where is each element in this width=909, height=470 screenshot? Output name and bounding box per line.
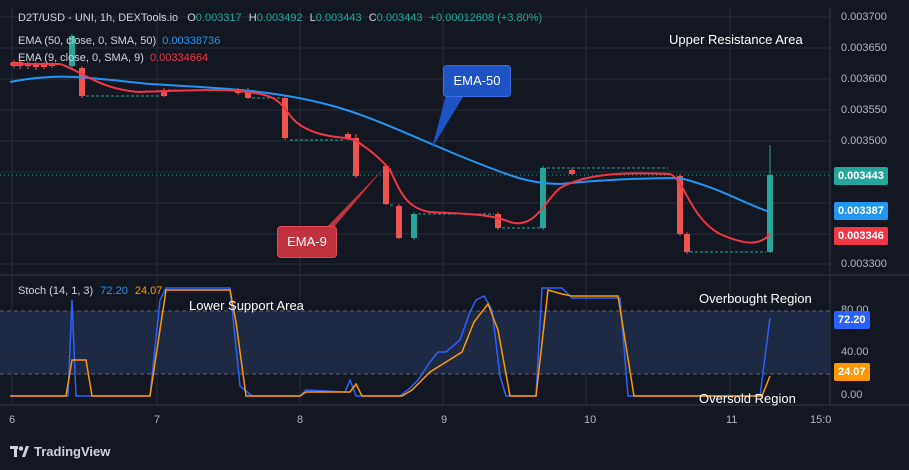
stoch-k-line	[10, 287, 771, 397]
open-value: 0.003317	[195, 12, 242, 24]
price-axis-label: 0.003500	[841, 135, 887, 147]
candle-body	[79, 68, 85, 96]
price-axis-label: 0.003700	[841, 11, 887, 23]
close-label: C	[368, 12, 377, 24]
stoch-legend: Stoch (14, 1, 3) 72.20 24.07	[18, 284, 162, 299]
candle-body	[282, 98, 288, 138]
ema9-label: EMA (9, close, 0, SMA, 9)	[18, 52, 144, 64]
time-axis-label: 15:0	[810, 414, 832, 426]
ema9-price-tag: 0.003346	[834, 227, 888, 245]
price-axis-label: 0.003600	[841, 73, 887, 85]
stoch-band	[0, 311, 830, 374]
stoch-d-tag: 24.07	[834, 363, 870, 381]
oversold-label: Oversold Region	[699, 391, 796, 406]
close-value: 0.003443	[376, 12, 423, 24]
candle-body	[33, 64, 39, 67]
candle-body	[245, 90, 251, 98]
lower-support-label: Lower Support Area	[189, 298, 304, 313]
ema9-callout: EMA-9	[277, 226, 337, 258]
upper-resistance-label: Upper Resistance Area	[669, 32, 803, 47]
low-label: L	[309, 12, 316, 24]
price-axis-label: 0.003650	[841, 42, 887, 54]
time-axis-label: 6	[9, 414, 16, 426]
high-value: 0.003492	[256, 12, 303, 24]
ema9-line	[10, 63, 771, 244]
close-price-tag: 0.003443	[834, 167, 888, 185]
stoch-k-tag: 72.20	[834, 311, 870, 329]
stoch-axis-label: 40.00	[841, 346, 869, 358]
time-axis-label: 7	[154, 414, 161, 426]
candle-body	[161, 90, 167, 96]
candle-body	[411, 214, 417, 238]
candle-body	[69, 36, 75, 66]
candle-body	[396, 206, 402, 238]
stoch-label: Stoch (14, 1, 3)	[18, 285, 94, 297]
candle-body	[345, 134, 351, 138]
brand-name: TradingView	[34, 444, 111, 459]
time-axis-label: 9	[441, 414, 448, 426]
candle-body	[677, 176, 683, 234]
open-label: O	[187, 12, 196, 24]
stoch-d-value: 24.07	[134, 285, 163, 297]
time-axis-label: 8	[297, 414, 304, 426]
pair-title: D2T/USD - UNI, 1h, DEXTools.io	[18, 12, 179, 24]
ohlc-legend: D2T/USD - UNI, 1h, DEXTools.io O0.003317…	[18, 11, 542, 26]
time-axis-label: 11	[726, 414, 738, 426]
ema9-callout-pointer	[320, 168, 384, 234]
candle-body	[684, 234, 690, 252]
tradingview-logo[interactable]: TradingView	[10, 444, 110, 459]
ema50-value: 0.00338736	[162, 35, 221, 47]
candle-body	[383, 166, 389, 204]
candle-body	[353, 138, 359, 176]
candle-body	[767, 175, 773, 252]
tradingview-icon	[10, 445, 29, 457]
price-axis-label: 0.003550	[841, 104, 887, 116]
candle-body	[540, 168, 546, 228]
ema9-legend: EMA (9, close, 0, SMA, 9) 0.00334664	[18, 51, 208, 66]
low-value: 0.003443	[315, 12, 362, 24]
time-axis-label: 10	[584, 414, 597, 426]
price-axis-label: 0.003300	[841, 258, 887, 270]
ema50-label: EMA (50, close, 0, SMA, 50)	[18, 35, 157, 47]
stoch-k-value: 72.20	[100, 285, 128, 297]
candle-body	[41, 64, 47, 67]
change-value: +0.00012608 (+3.80%)	[429, 12, 543, 24]
ema9-value: 0.00334664	[150, 52, 209, 64]
candle-body	[569, 170, 575, 174]
stoch-d-line	[10, 289, 771, 397]
overbought-label: Overbought Region	[699, 291, 812, 306]
stoch-axis-label: 0.00	[841, 389, 863, 401]
candle-body	[495, 214, 501, 228]
ema50-price-tag: 0.003387	[834, 202, 888, 220]
ema50-callout-pointer	[432, 80, 466, 148]
ema50-callout: EMA-50	[443, 65, 511, 97]
high-label: H	[248, 12, 257, 24]
ema50-legend: EMA (50, close, 0, SMA, 50) 0.00338736	[18, 34, 220, 49]
